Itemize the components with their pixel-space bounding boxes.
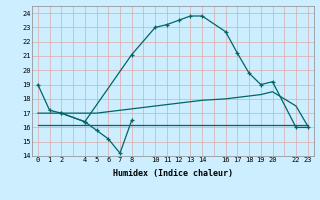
X-axis label: Humidex (Indice chaleur): Humidex (Indice chaleur) [113, 169, 233, 178]
